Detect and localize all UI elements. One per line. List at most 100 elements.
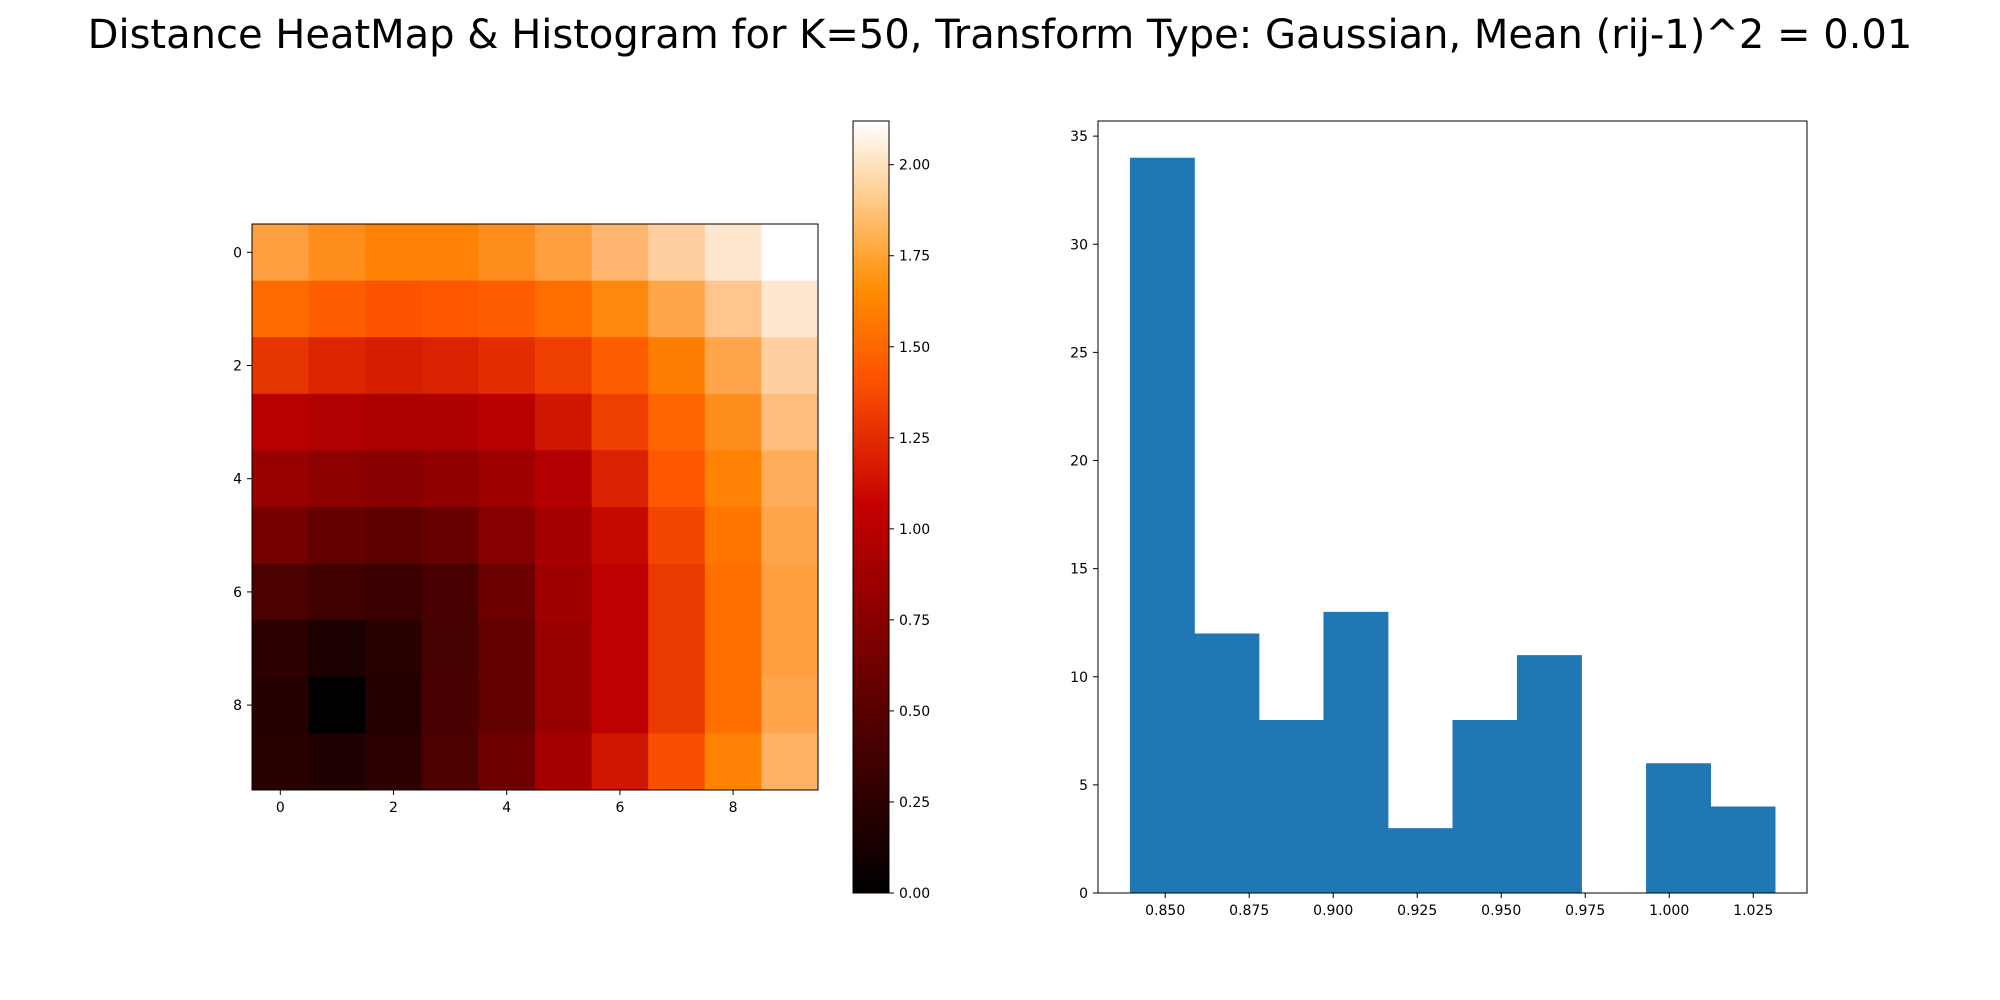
histogram-bar [1323, 611, 1389, 893]
heatmap-cell [421, 280, 479, 338]
histogram-y-tick-label: 10 [1070, 670, 1088, 686]
heatmap-frame [251, 223, 819, 791]
colorbar-gradient [852, 120, 890, 894]
heatmap-cell [421, 393, 479, 451]
heatmap-cell [252, 280, 310, 338]
heatmap-cell [761, 280, 819, 338]
heatmap-cell [252, 676, 310, 734]
colorbar-tick-label: 1.25 [899, 431, 930, 447]
heatmap-cell [648, 224, 706, 282]
heatmap-cell [591, 393, 649, 451]
heatmap-cell [591, 507, 649, 565]
heatmap-cell [535, 733, 593, 791]
heatmap-cell [478, 733, 536, 791]
histogram-y-tick-label: 5 [1079, 778, 1088, 794]
heatmap-cell [704, 620, 762, 678]
heatmap-cell [591, 450, 649, 508]
heatmap-cell [704, 676, 762, 734]
heatmap-cell [252, 450, 310, 508]
heatmap-cell [308, 507, 366, 565]
heatmap-cell [478, 337, 536, 395]
histogram-bar [1646, 763, 1711, 893]
heatmap-cell [591, 280, 649, 338]
heatmap-cell [648, 676, 706, 734]
heatmap-cell [421, 620, 479, 678]
heatmap-cell [704, 224, 762, 282]
heatmap-cell [535, 337, 593, 395]
colorbar-tick-label: 0.75 [899, 613, 930, 629]
heatmap-y-tick-label: 4 [233, 472, 242, 488]
heatmap-cell [648, 393, 706, 451]
heatmap-cell [308, 620, 366, 678]
histogram-x-tick-label: 0.900 [1313, 903, 1353, 919]
histogram-x-tick-label: 0.850 [1145, 903, 1185, 919]
heatmap-cell [761, 620, 819, 678]
heatmap-cell [421, 507, 479, 565]
heatmap-cell [648, 280, 706, 338]
histogram-y-tick-label: 0 [1079, 886, 1088, 902]
heatmap-cell [365, 563, 423, 621]
heatmap-cell [478, 224, 536, 282]
histogram-x-tick-label: 0.875 [1229, 903, 1269, 919]
heatmap-cell [365, 280, 423, 338]
heatmap-cell [704, 507, 762, 565]
heatmap-cell [704, 563, 762, 621]
heatmap-cell [535, 507, 593, 565]
heatmap-cell [761, 733, 819, 791]
heatmap-cell [704, 733, 762, 791]
heatmap-cell [421, 563, 479, 621]
heatmap-cell [648, 620, 706, 678]
colorbar-tick-label: 1.75 [899, 249, 930, 265]
heatmap-cell [478, 563, 536, 621]
heatmap-cell [365, 507, 423, 565]
heatmap-cell [252, 563, 310, 621]
heatmap-y-tick-label: 0 [233, 245, 242, 261]
heatmap-cell [308, 733, 366, 791]
heatmap-cell [648, 733, 706, 791]
heatmap-cell [308, 563, 366, 621]
histogram-y-tick-label: 35 [1070, 129, 1088, 145]
heatmap-cell [478, 450, 536, 508]
heatmap-cell [761, 563, 819, 621]
heatmap-cell [591, 676, 649, 734]
heatmap-cell [591, 620, 649, 678]
heatmap-cell [308, 393, 366, 451]
heatmap-cell [704, 337, 762, 395]
histogram-x-tick-label: 0.925 [1397, 903, 1437, 919]
colorbar-tick-label: 0.25 [899, 795, 930, 811]
heatmap-cell [478, 280, 536, 338]
heatmap-cell [648, 563, 706, 621]
histogram-y-tick-label: 15 [1070, 562, 1088, 578]
heatmap-cell [421, 450, 479, 508]
heatmap-cell [535, 450, 593, 508]
heatmap-cell [535, 676, 593, 734]
histogram-bar [1194, 633, 1260, 893]
heatmap-cell [308, 337, 366, 395]
heatmap-cell [308, 676, 366, 734]
heatmap-cell [761, 224, 819, 282]
heatmap-cell [478, 507, 536, 565]
heatmap-cell [704, 450, 762, 508]
histogram-bar [1387, 828, 1453, 893]
heatmap-y-tick-label: 6 [233, 585, 242, 601]
heatmap-cell [308, 450, 366, 508]
histogram-x-tick-label: 1.000 [1649, 903, 1689, 919]
heatmap-cell [365, 393, 423, 451]
heatmap-cell [252, 224, 310, 282]
heatmap-cell [535, 563, 593, 621]
colorbar-tick-label: 0.50 [899, 704, 930, 720]
colorbar-tick-label: 1.00 [899, 522, 930, 538]
heatmap-cell [648, 450, 706, 508]
heatmap-cell [365, 676, 423, 734]
heatmap-cell [365, 224, 423, 282]
heatmap-x-tick-label: 4 [502, 800, 511, 816]
heatmap-y-tick-label: 8 [233, 698, 242, 714]
heatmap-cell [252, 393, 310, 451]
heatmap-cell [365, 337, 423, 395]
heatmap-cell [535, 280, 593, 338]
histogram-x-tick-label: 1.025 [1733, 903, 1773, 919]
histogram-y-tick-label: 30 [1070, 237, 1088, 253]
heatmap-cell [591, 563, 649, 621]
heatmap-cell [308, 280, 366, 338]
histogram-bar [1452, 720, 1518, 893]
